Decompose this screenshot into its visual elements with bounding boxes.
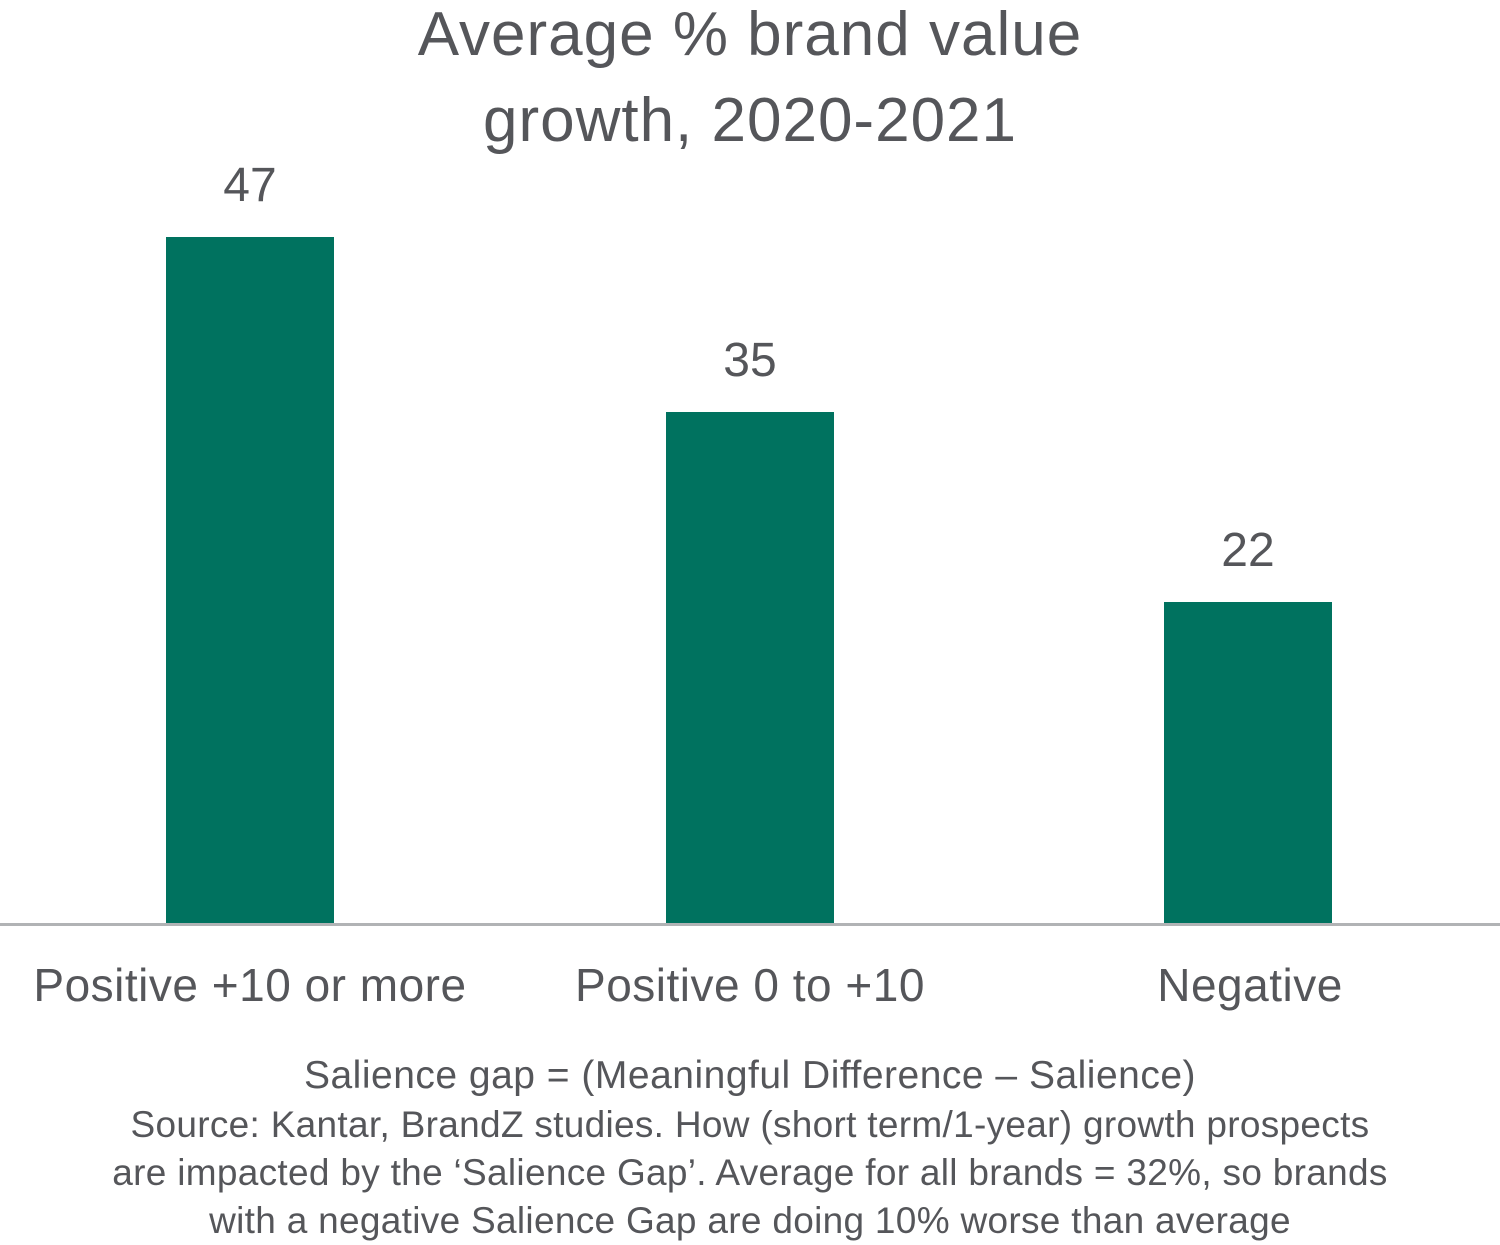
bar-positive-10-or-more bbox=[166, 237, 334, 923]
category-label-negative: Negative bbox=[1157, 959, 1343, 1011]
chart-title-line-2: growth, 2020-2021 bbox=[482, 86, 1018, 155]
chart-title: Average % brand value growth, 2020-2021 bbox=[0, 0, 1500, 164]
bar-value-label: 22 bbox=[1221, 524, 1275, 577]
bar-value-label: 47 bbox=[223, 159, 277, 212]
footnote-source-line-2: are impacted by the ‘Salience Gap’. Aver… bbox=[112, 1152, 1388, 1193]
footnote-source-line-1: Source: Kantar, BrandZ studies. How (sho… bbox=[130, 1104, 1370, 1145]
footnote-source-line-3: with a negative Salience Gap are doing 1… bbox=[209, 1200, 1291, 1241]
footnote-block: Salience gap = (Meaningful Difference – … bbox=[0, 1051, 1500, 1245]
x-axis-line bbox=[0, 923, 1500, 926]
bar-chart-plot-area: 47 35 22 bbox=[0, 159, 1500, 926]
category-label-positive-0-to-10: Positive 0 to +10 bbox=[575, 959, 925, 1011]
bar-value-label: 35 bbox=[723, 334, 777, 387]
footnote-salience-gap-definition: Salience gap = (Meaningful Difference – … bbox=[303, 1054, 1197, 1097]
x-axis-category-labels: Positive +10 or more Positive 0 to +10 N… bbox=[0, 958, 1500, 1012]
bar-negative bbox=[1164, 602, 1332, 923]
chart-title-line-1: Average % brand value bbox=[417, 0, 1083, 69]
category-label-positive-10-or-more: Positive +10 or more bbox=[33, 959, 467, 1011]
bar-positive-0-to-10 bbox=[666, 412, 834, 923]
